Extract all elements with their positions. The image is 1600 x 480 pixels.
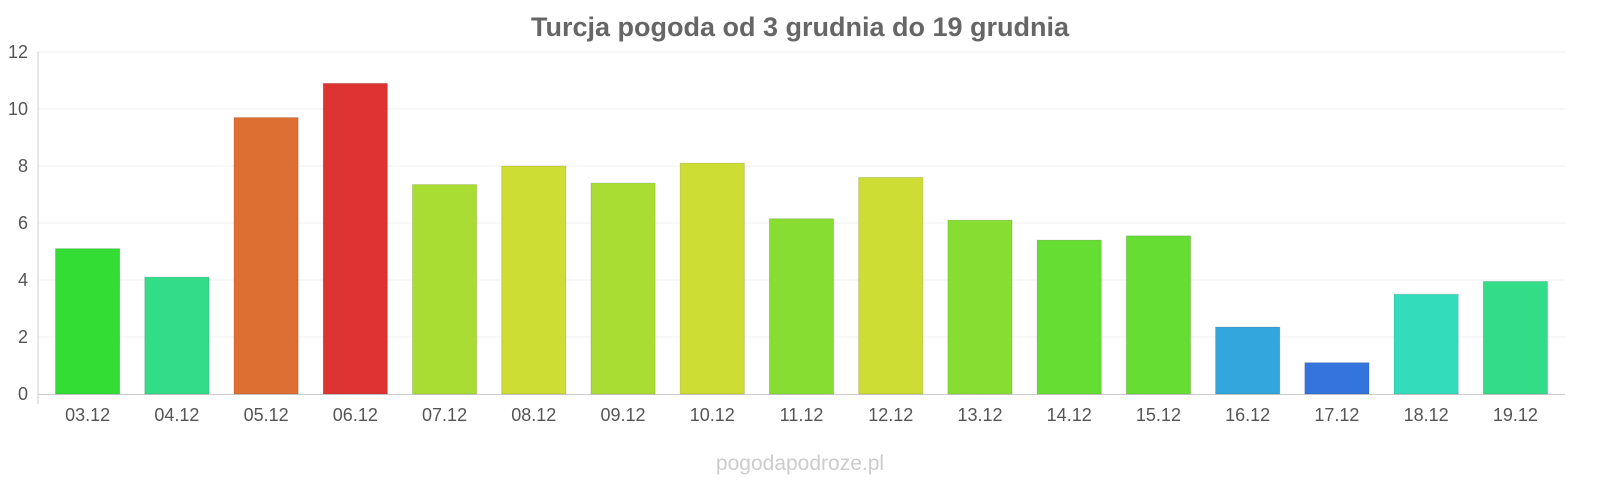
x-tick-label: 14.12 — [1047, 405, 1092, 425]
x-tick-label: 11.12 — [780, 405, 824, 425]
bar — [1482, 280, 1549, 395]
axes — [37, 52, 1565, 404]
x-tick-label: 18.12 — [1404, 405, 1449, 425]
x-tick-label: 12.12 — [868, 405, 913, 425]
y-tick-label: 8 — [18, 156, 28, 176]
x-tick-label: 10.12 — [690, 405, 735, 425]
x-tick-label: 08.12 — [511, 405, 556, 425]
y-tick-label: 0 — [18, 384, 28, 404]
y-tick-label: 4 — [18, 270, 28, 290]
y-tick-label: 2 — [18, 327, 28, 347]
x-tick-label: 09.12 — [601, 405, 646, 425]
bar — [1304, 362, 1370, 395]
bar — [501, 165, 567, 395]
bar — [144, 276, 210, 395]
x-tick-label: 07.12 — [422, 405, 467, 425]
bar — [233, 117, 299, 395]
bar — [947, 219, 1013, 395]
tick-labels: 0 2 4 6 8 10 12 03.12 04.12 05.12 06.12 07.12 08.12 0… — [8, 42, 1538, 425]
bar — [411, 184, 478, 395]
x-tick-label: 16.12 — [1225, 405, 1270, 425]
bar — [54, 248, 121, 395]
bar — [858, 176, 924, 395]
bar — [322, 82, 388, 395]
y-tick-label: 10 — [8, 99, 28, 119]
bar — [1393, 293, 1459, 395]
bars — [54, 82, 1549, 395]
x-tick-label: 04.12 — [154, 405, 199, 425]
bar — [590, 182, 656, 395]
bar — [1125, 235, 1192, 395]
chart-title: Turcja pogoda od 3 grudnia do 19 grudnia — [531, 12, 1070, 42]
y-tick-label: 12 — [8, 42, 28, 62]
x-tick-label: 06.12 — [333, 405, 378, 425]
x-tick-label: 15.12 — [1136, 405, 1181, 425]
bar — [768, 218, 835, 395]
watermark-text: pogodapodroze.pl — [716, 452, 884, 475]
bar — [679, 162, 745, 395]
x-tick-label: 05.12 — [244, 405, 289, 425]
x-tick-label: 03.12 — [65, 405, 110, 425]
bar — [1036, 239, 1102, 395]
x-tick-label: 13.12 — [957, 405, 1002, 425]
x-tick-label: 19.12 — [1493, 405, 1538, 425]
bar — [1215, 326, 1281, 395]
y-tick-label: 6 — [18, 213, 28, 233]
x-tick-label: 17.12 — [1314, 405, 1359, 425]
